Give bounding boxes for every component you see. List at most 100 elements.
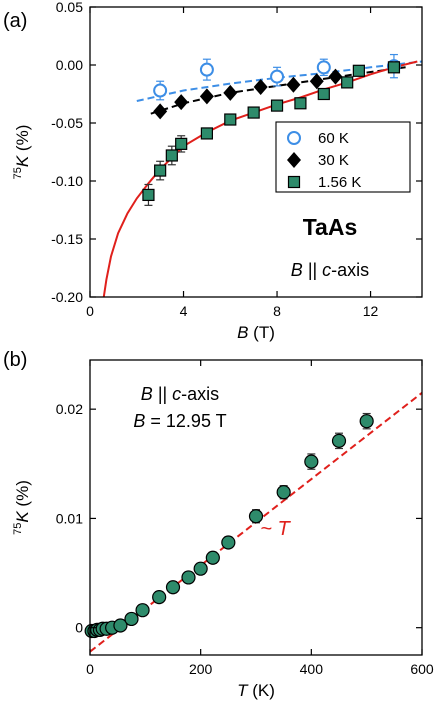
panel-b: 0 200 400 600 0 0.01 0.02 T (K) 75K (%) (b) B || c… (3, 349, 434, 700)
data-point (199, 62, 214, 77)
data-point (328, 68, 343, 85)
data-point (152, 589, 167, 605)
y-tick-label-part: 0.05 (56, 0, 83, 15)
y-tick-label: 0.00 (56, 57, 83, 73)
field-orientation-label-part: -axis (331, 260, 369, 280)
data-point (331, 433, 347, 448)
material-label-part: TaAs (303, 214, 358, 240)
data-point (352, 64, 365, 77)
y-axis-label-part: K (13, 155, 32, 167)
y-tick-label-part: -0.05 (51, 115, 83, 131)
data-point (165, 580, 181, 595)
y-tick-label: -0.10 (51, 173, 83, 189)
data-point (304, 454, 319, 469)
x-tick-label-part: 4 (180, 303, 188, 319)
y-tick-label: 0 (75, 620, 83, 636)
data-point (223, 84, 238, 101)
x-tick-label-part: 400 (300, 661, 324, 677)
x-tick-label: 12 (363, 303, 379, 319)
y-axis-label-part: 75 (12, 167, 24, 179)
data-point (221, 535, 236, 550)
y-tick-label: 0.01 (56, 510, 83, 526)
y-tick-label-part: -0.15 (51, 231, 83, 247)
legend-label: 60 K (318, 130, 349, 147)
field-orientation-label-part: c (172, 384, 181, 404)
y-tick-label: -0.15 (51, 231, 83, 247)
legend-marker (287, 152, 301, 168)
data-point (270, 99, 284, 112)
data-point (248, 509, 264, 524)
data-point (294, 97, 307, 110)
y-tick-label: 0.05 (56, 0, 83, 15)
data-point (174, 94, 189, 111)
x-tick-label: 400 (300, 661, 324, 677)
legend-label-part: 1.56 K (318, 174, 361, 191)
x-tick-label: 600 (410, 661, 434, 677)
data-point (205, 550, 220, 565)
legend-marker (287, 131, 301, 145)
legend: 60 K 30 K 1.56 K (275, 121, 411, 193)
x-tick-label-part: 600 (410, 661, 434, 677)
field-orientation-label-part: || (153, 384, 172, 404)
x-tick-label-part: 0 (86, 661, 94, 677)
data-point (165, 149, 178, 162)
y-tick-label-part: 0.00 (56, 57, 83, 73)
data-point (124, 611, 139, 627)
field-orientation-label-part: c (322, 260, 331, 280)
panel-a: 0 4 8 12 -0.20 -0.15 -0.10 -0.05 0.00 0.05 B (T) 75… (3, 0, 423, 342)
data-point (341, 76, 354, 89)
fit-label: ~ T (260, 518, 291, 540)
field-orientation-label-part: B (291, 260, 303, 280)
y-axis-label-part: (%) (13, 480, 32, 511)
y-tick-label: -0.05 (51, 115, 83, 131)
x-tick-label: 0 (86, 661, 94, 677)
legend-label: 1.56 K (318, 174, 361, 191)
field-orientation-label-part: B (141, 384, 153, 404)
data-point (113, 618, 128, 633)
data-point (286, 76, 301, 93)
fit-line-0 (136, 60, 422, 102)
data-point (253, 79, 268, 96)
legend-label: 30 K (318, 152, 349, 169)
data-point (181, 570, 196, 585)
panel-label: (a) (3, 10, 27, 32)
y-tick-label-part: -0.10 (51, 173, 83, 189)
data-point (387, 61, 401, 74)
data-point (200, 127, 214, 140)
y-tick-label-part: -0.20 (51, 289, 83, 305)
y-tick-label-part: 0.02 (56, 401, 83, 417)
x-axis-label: T (K) (237, 681, 275, 700)
legend-label-part: 60 K (318, 130, 349, 147)
plot-frame (89, 359, 423, 656)
y-axis-label: 75K (%) (12, 480, 32, 535)
y-axis-label-part: K (13, 511, 32, 523)
field-value-label-part: B (133, 411, 145, 431)
x-tick-label: 4 (180, 303, 188, 319)
field-value-label: B = 12.95 T (133, 411, 226, 431)
data-point (247, 106, 260, 119)
data-point (359, 414, 374, 429)
series-2 (142, 61, 401, 206)
x-axis-label-part: (K) (248, 681, 275, 700)
x-axis-label-part: B (237, 323, 248, 342)
panel-label-part: (b) (3, 349, 27, 371)
x-axis-label-part: (T) (248, 323, 274, 342)
panel-label-part: (a) (3, 10, 27, 32)
data-point (276, 485, 291, 500)
data-point (270, 69, 285, 84)
legend-marker (287, 175, 301, 189)
x-tick-label-part: 0 (86, 303, 94, 319)
y-axis-label-part: 75 (12, 523, 24, 535)
series-0 (84, 412, 374, 639)
data-point (224, 113, 237, 126)
field-orientation-label: B || c-axis (141, 384, 219, 404)
ticks: 0 200 400 600 0 0.01 0.02 (56, 360, 434, 677)
y-axis-label: 75K (%) (12, 125, 32, 180)
data-point (154, 164, 167, 177)
field-orientation-label-part: || (303, 260, 322, 280)
x-tick-label: 200 (189, 661, 213, 677)
data-point (193, 561, 208, 576)
data-point (135, 603, 150, 618)
data-point (153, 83, 168, 98)
